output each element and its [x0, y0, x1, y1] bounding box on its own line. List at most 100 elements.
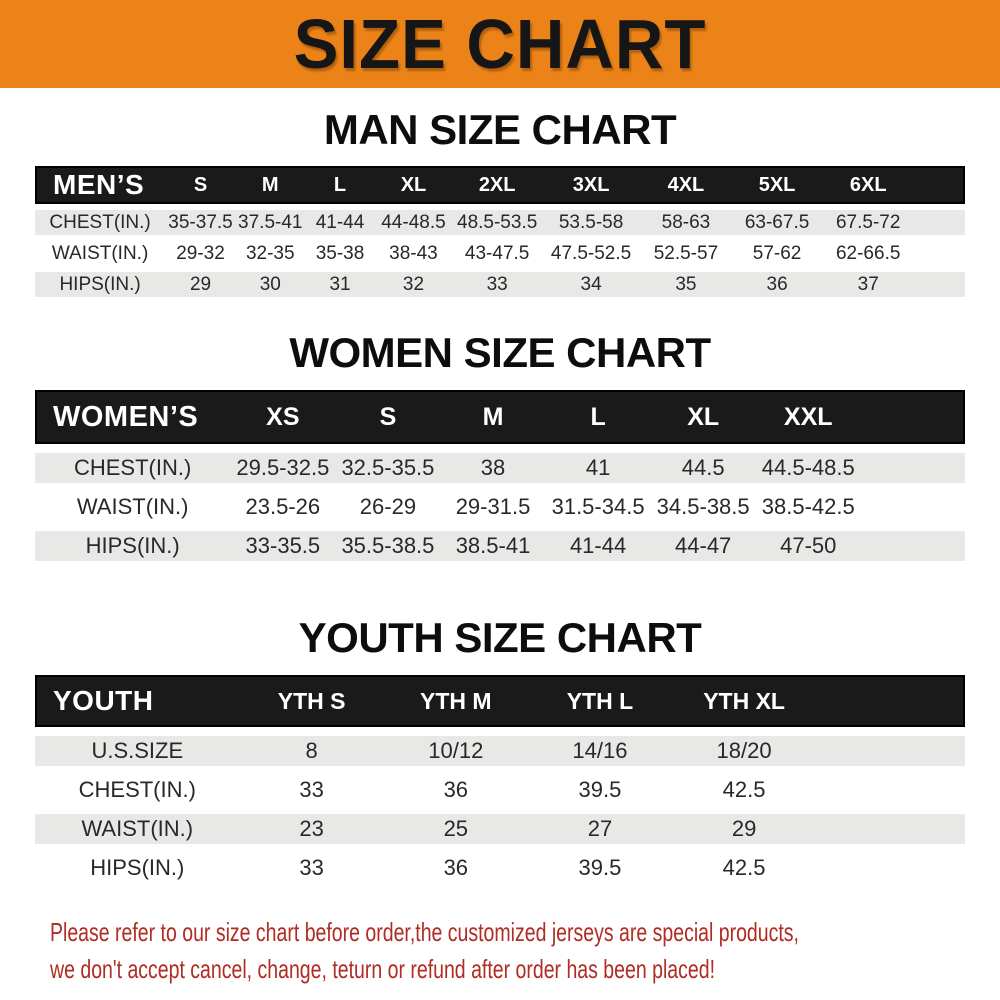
size-value: 33 — [239, 853, 384, 883]
row-label: HIPS(IN.) — [35, 531, 231, 561]
footer-note: Please refer to our size chart before or… — [0, 914, 1000, 988]
row-label: WAIST(IN.) — [35, 814, 240, 844]
size-value: 29 — [165, 272, 236, 297]
size-value: 58-63 — [639, 210, 733, 235]
men-column-header: 2XL — [451, 166, 543, 204]
size-value: 41-44 — [304, 210, 376, 235]
size-value: 36 — [732, 272, 822, 297]
youth-column-header: YTH S — [239, 675, 384, 727]
size-value: 52.5-57 — [639, 241, 733, 266]
women-column-header: XL — [650, 390, 756, 444]
size-value: 48.5-53.5 — [451, 210, 543, 235]
size-value: 23 — [239, 814, 384, 844]
row-filler — [914, 241, 965, 266]
women-header-filler — [860, 390, 965, 444]
youth-table-row: HIPS(IN.) 33 36 39.5 42.5 — [35, 853, 965, 883]
banner: SIZE CHART — [0, 0, 1000, 88]
women-heading: WOMEN SIZE CHART — [289, 329, 711, 376]
size-value: 25 — [383, 814, 528, 844]
size-value: 35-37.5 — [165, 210, 236, 235]
men-size-table: MEN’S S M L XL 2XL 3XL 4XL 5XL 6XL CHEST(IN.) 35-37… — [35, 160, 965, 303]
size-value: 26-29 — [335, 492, 441, 522]
row-label: HIPS(IN.) — [35, 853, 240, 883]
youth-column-header: YTH L — [527, 675, 673, 727]
men-column-header: 5XL — [732, 166, 822, 204]
size-value: 39.5 — [527, 853, 673, 883]
women-table-row: WAIST(IN.) 23.5-26 26-29 29-31.5 31.5-34.5 34… — [35, 492, 965, 522]
youth-header-row: YOUTH YTH S YTH M YTH L YTH XL — [35, 675, 965, 727]
size-value: 42.5 — [672, 853, 817, 883]
size-value: 10/12 — [383, 736, 528, 766]
footer-line-1: Please refer to our size chart before or… — [50, 917, 799, 947]
men-table-label: MEN’S — [35, 166, 166, 204]
size-value: 29.5-32.5 — [230, 453, 336, 483]
row-label: WAIST(IN.) — [35, 492, 231, 522]
size-value: 44.5-48.5 — [755, 453, 861, 483]
youth-section: YOUTH SIZE CHART YOUTH YTH S YTH M YTH L YTH … — [0, 614, 1000, 892]
size-value: 38 — [440, 453, 546, 483]
row-filler — [816, 736, 965, 766]
size-value: 29 — [672, 814, 817, 844]
size-value: 27 — [527, 814, 673, 844]
row-filler — [816, 775, 965, 805]
men-section: MAN SIZE CHART MEN’S S M L XL 2XL 3XL 4XL 5XL 6XL C… — [0, 106, 1000, 303]
youth-table-label: YOUTH — [35, 675, 240, 727]
size-value: 34.5-38.5 — [650, 492, 756, 522]
row-label: CHEST(IN.) — [35, 775, 240, 805]
size-value: 67.5-72 — [821, 210, 915, 235]
women-column-header: XXL — [755, 390, 861, 444]
women-table-row: HIPS(IN.) 33-35.5 35.5-38.5 38.5-41 41-44 44-… — [35, 531, 965, 561]
footer-line-2: we don't accept cancel, change, teturn o… — [50, 954, 715, 984]
size-value: 31.5-34.5 — [545, 492, 651, 522]
women-section: WOMEN SIZE CHART WOMEN’S XS S M L XL XXL CHEST(I… — [0, 329, 1000, 570]
size-value: 44.5 — [650, 453, 756, 483]
size-value: 62-66.5 — [821, 241, 915, 266]
banner-title: SIZE CHART — [293, 5, 707, 83]
size-value: 29-31.5 — [440, 492, 546, 522]
men-header-filler — [914, 166, 965, 204]
row-label: U.S.SIZE — [35, 736, 240, 766]
row-filler — [860, 492, 965, 522]
size-value: 33 — [239, 775, 384, 805]
size-value: 42.5 — [672, 775, 817, 805]
size-value: 8 — [239, 736, 384, 766]
size-value: 23.5-26 — [230, 492, 336, 522]
youth-size-table: YOUTH YTH S YTH M YTH L YTH XL U.S.SIZE 8 10/12… — [35, 666, 965, 892]
size-value: 43-47.5 — [451, 241, 543, 266]
women-header-row: WOMEN’S XS S M L XL XXL — [35, 390, 965, 444]
men-column-header: 4XL — [639, 166, 733, 204]
row-filler — [816, 814, 965, 844]
size-value: 32.5-35.5 — [335, 453, 441, 483]
size-value: 36 — [383, 853, 528, 883]
men-column-header: S — [165, 166, 236, 204]
women-table-row: CHEST(IN.) 29.5-32.5 32.5-35.5 38 41 44.5 44.5… — [35, 453, 965, 483]
size-value: 44-47 — [650, 531, 756, 561]
youth-table-row: U.S.SIZE 8 10/12 14/16 18/20 — [35, 736, 965, 766]
men-column-header: 3XL — [542, 166, 640, 204]
size-value: 44-48.5 — [375, 210, 452, 235]
youth-table-row: WAIST(IN.) 23 25 27 29 — [35, 814, 965, 844]
men-table-row: WAIST(IN.) 29-32 32-35 35-38 38-43 43-47.5 47.… — [35, 241, 965, 266]
youth-table-row: CHEST(IN.) 33 36 39.5 42.5 — [35, 775, 965, 805]
men-table-row: CHEST(IN.) 35-37.5 37.5-41 41-44 44-48.5 48.5… — [35, 210, 965, 235]
youth-column-header: YTH M — [383, 675, 528, 727]
men-column-header: M — [235, 166, 305, 204]
size-value: 33-35.5 — [230, 531, 336, 561]
size-value: 34 — [542, 272, 640, 297]
size-value: 47-50 — [755, 531, 861, 561]
size-value: 39.5 — [527, 775, 673, 805]
size-value: 35.5-38.5 — [335, 531, 441, 561]
size-value: 37.5-41 — [235, 210, 305, 235]
row-filler — [816, 853, 965, 883]
size-value: 38.5-42.5 — [755, 492, 861, 522]
women-table-label: WOMEN’S — [35, 390, 231, 444]
row-label: HIPS(IN.) — [35, 272, 166, 297]
size-value: 37 — [821, 272, 915, 297]
size-value: 57-62 — [732, 241, 822, 266]
youth-header-filler — [816, 675, 965, 727]
size-value: 18/20 — [672, 736, 817, 766]
size-value: 38.5-41 — [440, 531, 546, 561]
women-column-header: M — [440, 390, 546, 444]
row-label: WAIST(IN.) — [35, 241, 166, 266]
